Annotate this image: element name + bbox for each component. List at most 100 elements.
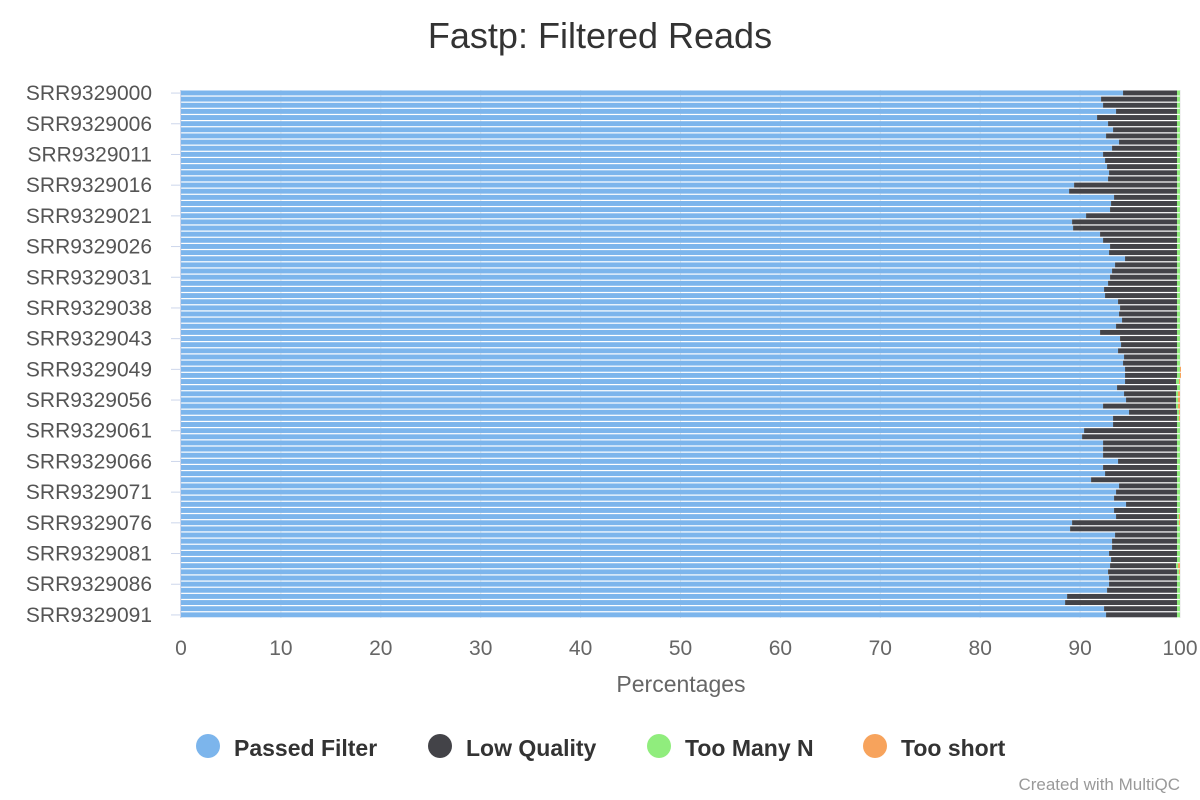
bar-segment[interactable] — [1073, 225, 1178, 231]
bar-segment[interactable] — [181, 293, 1106, 299]
bar-segment[interactable] — [1177, 422, 1180, 427]
bar-segment[interactable] — [1177, 133, 1180, 139]
bar-segment[interactable] — [1119, 311, 1178, 317]
bar-segment[interactable] — [181, 391, 1125, 397]
bar-segment[interactable] — [1116, 323, 1178, 329]
bar-segment[interactable] — [1178, 403, 1180, 409]
bar-segment[interactable] — [181, 158, 1106, 163]
bar-segment[interactable] — [1177, 514, 1180, 520]
bar-segment[interactable] — [1177, 348, 1180, 354]
bar-segment[interactable] — [1072, 219, 1178, 225]
bar-segment[interactable] — [1176, 397, 1179, 403]
bar-segment[interactable] — [181, 256, 1126, 262]
bar-segment[interactable] — [1177, 213, 1180, 219]
bar-segment[interactable] — [1177, 606, 1180, 612]
bar-segment[interactable] — [181, 237, 1104, 243]
bar-segment[interactable] — [1108, 280, 1178, 286]
bar-segment[interactable] — [181, 366, 1126, 372]
bar-segment[interactable] — [1116, 489, 1178, 495]
bar-segment[interactable] — [181, 520, 1073, 526]
bar-segment[interactable] — [1177, 428, 1180, 434]
bar-segment[interactable] — [1177, 90, 1180, 96]
bar-segment[interactable] — [181, 102, 1104, 108]
bar-segment[interactable] — [1126, 501, 1178, 507]
bar-segment[interactable] — [1125, 379, 1177, 384]
bar-segment[interactable] — [1177, 286, 1180, 292]
bar-segment[interactable] — [1180, 372, 1181, 378]
bar-segment[interactable] — [1109, 250, 1178, 256]
bar-segment[interactable] — [1103, 452, 1178, 458]
bar-segment[interactable] — [1177, 207, 1180, 213]
bar-segment[interactable] — [1111, 201, 1178, 206]
bar-segment[interactable] — [181, 262, 1116, 268]
bar-segment[interactable] — [1179, 415, 1180, 421]
bar-segment[interactable] — [181, 587, 1108, 593]
legend-item[interactable]: Passed Filter — [196, 734, 377, 761]
bar-segment[interactable] — [181, 495, 1115, 501]
bar-segment[interactable] — [1177, 201, 1180, 206]
bar-segment[interactable] — [1119, 483, 1178, 489]
bar-segment[interactable] — [1177, 237, 1180, 243]
bar-segment[interactable] — [1105, 471, 1178, 477]
bar-segment[interactable] — [1177, 311, 1180, 317]
bar-segment[interactable] — [1177, 593, 1180, 599]
bar-segment[interactable] — [1177, 329, 1180, 335]
bar-segment[interactable] — [181, 544, 1113, 550]
bar-segment[interactable] — [181, 286, 1105, 292]
bar-segment[interactable] — [1118, 348, 1178, 354]
bar-segment[interactable] — [1177, 575, 1180, 581]
bar-segment[interactable] — [1074, 182, 1178, 188]
bar-segment[interactable] — [1109, 170, 1178, 176]
bar-segment[interactable] — [1177, 176, 1180, 182]
legend-item[interactable]: Low Quality — [428, 734, 597, 761]
bar-segment[interactable] — [1103, 403, 1177, 409]
bar-segment[interactable] — [1177, 477, 1180, 483]
bar-segment[interactable] — [181, 422, 1114, 427]
bar-segment[interactable] — [1177, 194, 1180, 200]
bar-segment[interactable] — [181, 170, 1110, 176]
bar-segment[interactable] — [181, 483, 1120, 489]
bar-segment[interactable] — [1176, 391, 1179, 397]
bar-segment[interactable] — [181, 550, 1110, 556]
bar-segment[interactable] — [181, 268, 1113, 274]
bar-segment[interactable] — [1177, 317, 1180, 323]
bar-segment[interactable] — [181, 182, 1075, 188]
bar-segment[interactable] — [1179, 379, 1180, 384]
bar-segment[interactable] — [181, 213, 1087, 219]
bar-segment[interactable] — [1109, 575, 1178, 581]
bar-segment[interactable] — [1177, 557, 1180, 563]
bar-segment[interactable] — [1177, 532, 1180, 538]
bar-segment[interactable] — [181, 151, 1104, 157]
bar-segment[interactable] — [1177, 336, 1180, 342]
bar-segment[interactable] — [1086, 213, 1178, 219]
bar-segment[interactable] — [1113, 422, 1178, 427]
bar-segment[interactable] — [1177, 342, 1180, 348]
bar-segment[interactable] — [181, 458, 1119, 464]
bar-segment[interactable] — [1177, 127, 1180, 133]
bar-segment[interactable] — [181, 600, 1066, 606]
bar-segment[interactable] — [1177, 262, 1180, 268]
bar-segment[interactable] — [1120, 305, 1178, 311]
bar-segment[interactable] — [1113, 415, 1178, 421]
bar-segment[interactable] — [1177, 182, 1180, 188]
bar-segment[interactable] — [181, 115, 1098, 120]
bar-segment[interactable] — [1178, 563, 1180, 569]
bar-segment[interactable] — [181, 145, 1113, 151]
bar-segment[interactable] — [181, 557, 1112, 563]
bar-segment[interactable] — [181, 231, 1101, 237]
bar-segment[interactable] — [1177, 151, 1180, 157]
bar-segment[interactable] — [1105, 293, 1178, 299]
bar-segment[interactable] — [181, 465, 1104, 470]
bar-segment[interactable] — [181, 538, 1113, 544]
bar-segment[interactable] — [1177, 188, 1180, 194]
bar-segment[interactable] — [1104, 606, 1178, 612]
bar-segment[interactable] — [1109, 581, 1178, 587]
bar-segment[interactable] — [1114, 495, 1178, 501]
bar-segment[interactable] — [1177, 164, 1180, 170]
bar-segment[interactable] — [1177, 526, 1180, 532]
bar-segment[interactable] — [181, 176, 1109, 182]
bar-segment[interactable] — [1177, 366, 1180, 372]
bar-segment[interactable] — [1109, 550, 1178, 556]
bar-segment[interactable] — [1097, 115, 1178, 120]
bar-segment[interactable] — [1177, 520, 1180, 526]
